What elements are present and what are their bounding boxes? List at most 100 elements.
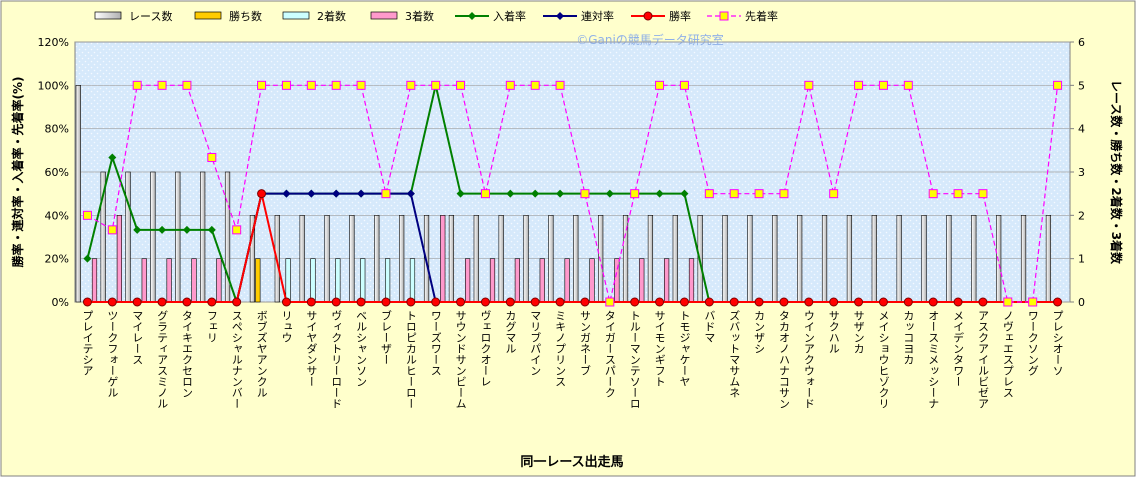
x-tick-label: バドマ (703, 310, 716, 343)
point (556, 189, 565, 198)
legend-label: 勝ち数 (229, 9, 262, 23)
point (356, 297, 366, 307)
point (257, 80, 267, 90)
bar (971, 215, 977, 303)
bar (310, 258, 316, 303)
point (406, 189, 415, 198)
x-tick-label: タカオノハナコサン (777, 310, 790, 409)
line (87, 84, 1059, 303)
bar (896, 215, 902, 303)
bar (589, 258, 595, 303)
point (580, 189, 590, 199)
legend-label: 入着率 (493, 9, 526, 23)
legend-swatch (282, 11, 310, 20)
point (978, 297, 988, 307)
x-tick-label: ワークソング (1026, 310, 1039, 376)
x-tick-label: トルーマンテソーロ (628, 310, 641, 409)
bar (360, 258, 366, 303)
y2-tick-label: 1 (1078, 253, 1085, 266)
bar (150, 171, 156, 303)
x-tick-label: トモジャケーヤ (678, 310, 691, 387)
x-tick-label: メイデンタワー (952, 310, 965, 387)
bar (399, 215, 405, 303)
bar (91, 258, 98, 303)
point (357, 189, 366, 198)
point (829, 189, 839, 199)
bar (374, 215, 380, 303)
bar (191, 258, 197, 303)
point (207, 152, 217, 162)
point (530, 80, 540, 90)
point (779, 297, 789, 307)
x-tick-label: ノヴェエスプレス (1001, 310, 1014, 398)
bar (384, 258, 391, 303)
legend-item: 入着率 (455, 9, 526, 23)
bar (285, 258, 291, 303)
point (903, 80, 913, 90)
bar (409, 258, 416, 303)
point (804, 297, 814, 307)
point (182, 225, 191, 234)
y2-tick-label: 3 (1078, 166, 1085, 179)
y2-tick-label: 4 (1078, 123, 1085, 136)
point (679, 80, 689, 90)
point (83, 254, 92, 263)
bar (772, 215, 778, 303)
x-tick-label: ズバットマサムネ (728, 310, 741, 398)
bar (821, 215, 828, 303)
point (530, 297, 540, 307)
y-tick-label: 0% (52, 296, 69, 309)
point (555, 297, 565, 307)
point (754, 189, 764, 199)
point (306, 297, 316, 307)
legend-item: 勝率 (631, 9, 691, 23)
point (331, 80, 341, 90)
x-tick-label: マイレース (131, 310, 144, 365)
bar (489, 258, 496, 303)
point (729, 189, 739, 199)
bar (598, 215, 604, 303)
point (331, 297, 341, 307)
point (480, 189, 490, 199)
bar (200, 171, 206, 303)
bar (216, 258, 222, 303)
legend-label: 連対率 (581, 9, 614, 23)
point (456, 80, 466, 90)
bar (871, 215, 877, 303)
bar (548, 215, 554, 303)
x-tick-label: タイガースパーク (603, 310, 616, 398)
legend-item: 先着率 (707, 9, 778, 23)
x-tick-label: ワーズワース (429, 310, 442, 376)
bar (573, 215, 579, 303)
y2-tick-label: 5 (1078, 79, 1085, 92)
point (903, 297, 913, 307)
bar (440, 215, 446, 303)
point (456, 189, 465, 198)
bar (514, 258, 520, 303)
point (506, 189, 515, 198)
point (157, 80, 167, 90)
bar (523, 215, 529, 303)
point (132, 80, 142, 90)
point (257, 189, 267, 199)
point (953, 297, 963, 307)
y2-tick-label: 0 (1078, 296, 1085, 309)
legend-swatch (194, 11, 222, 20)
bar (166, 258, 172, 303)
point (108, 153, 117, 162)
point (704, 297, 714, 307)
x-tick-label: グラティアスミノル (156, 310, 169, 409)
point (232, 297, 242, 307)
x-tick-label: ブレーザー (379, 309, 392, 365)
legend-marker (719, 11, 729, 21)
point (406, 80, 416, 90)
bar (1045, 215, 1052, 303)
point (804, 80, 814, 90)
bar (539, 258, 545, 303)
bar (722, 215, 728, 303)
point (381, 189, 391, 199)
x-tick-label: カグマル (504, 310, 517, 354)
bar (647, 215, 654, 303)
point (630, 297, 640, 307)
legend-label: 先着率 (745, 9, 778, 23)
